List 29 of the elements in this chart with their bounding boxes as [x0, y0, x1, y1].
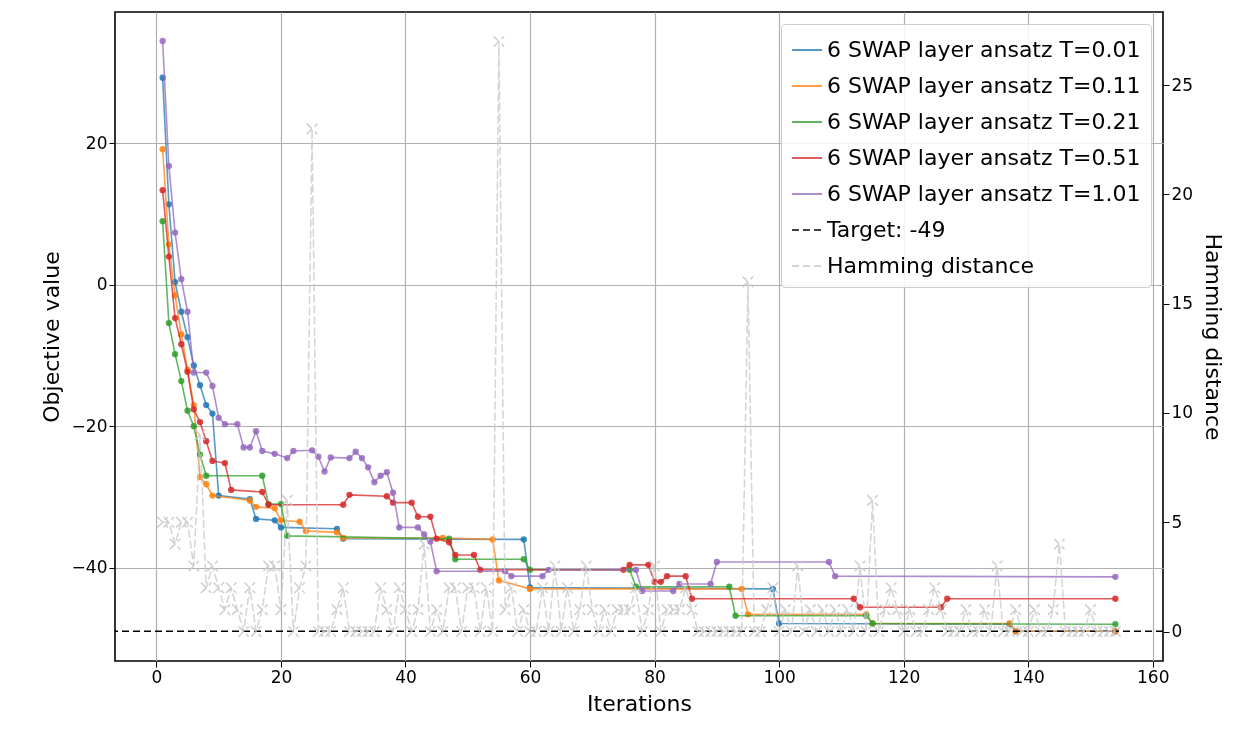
- x-tick-label: 60: [519, 666, 542, 687]
- legend-label: Hamming distance: [827, 253, 1035, 278]
- y2-tick-label: 20: [1171, 183, 1194, 204]
- y2-tick-label: 15: [1171, 293, 1194, 314]
- y2-axis-title: Hamming distance: [1201, 233, 1227, 441]
- x-tick-label: 140: [1012, 666, 1045, 687]
- x-axis-title: Iterations: [587, 690, 692, 716]
- x-tick-label: 0: [151, 666, 163, 687]
- legend-label: 6 SWAP layer ansatz T=0.51: [827, 145, 1141, 170]
- legend-label: 6 SWAP layer ansatz T=0.21: [827, 109, 1141, 134]
- legend-label: Target: -49: [826, 217, 946, 242]
- y-tick-label: −20: [71, 415, 108, 436]
- x-tick-label: 80: [644, 666, 666, 687]
- y2-tick-label: 5: [1171, 511, 1183, 532]
- y2-tick-label: 0: [1171, 621, 1183, 641]
- y-tick-label: 0: [96, 274, 108, 295]
- y-tick-label: −40: [71, 557, 108, 578]
- y-axis-title: Objective value: [38, 251, 64, 423]
- x-tick-label: 100: [763, 666, 796, 687]
- legend-label: 6 SWAP layer ansatz T=0.11: [827, 73, 1141, 98]
- y-tick-label: 20: [85, 133, 108, 153]
- x-tick-label: 20: [270, 666, 293, 687]
- x-tick-label: 40: [395, 666, 417, 687]
- y2-tick-label: 25: [1171, 74, 1194, 95]
- x-tick-label: 120: [887, 666, 921, 687]
- legend-label: 6 SWAP layer ansatz T=0.01: [827, 37, 1141, 62]
- y2-tick-label: 10: [1171, 402, 1194, 423]
- x-tick-label: 160: [1137, 666, 1170, 687]
- legend-label: 6 SWAP layer ansatz T=1.01: [827, 181, 1141, 206]
